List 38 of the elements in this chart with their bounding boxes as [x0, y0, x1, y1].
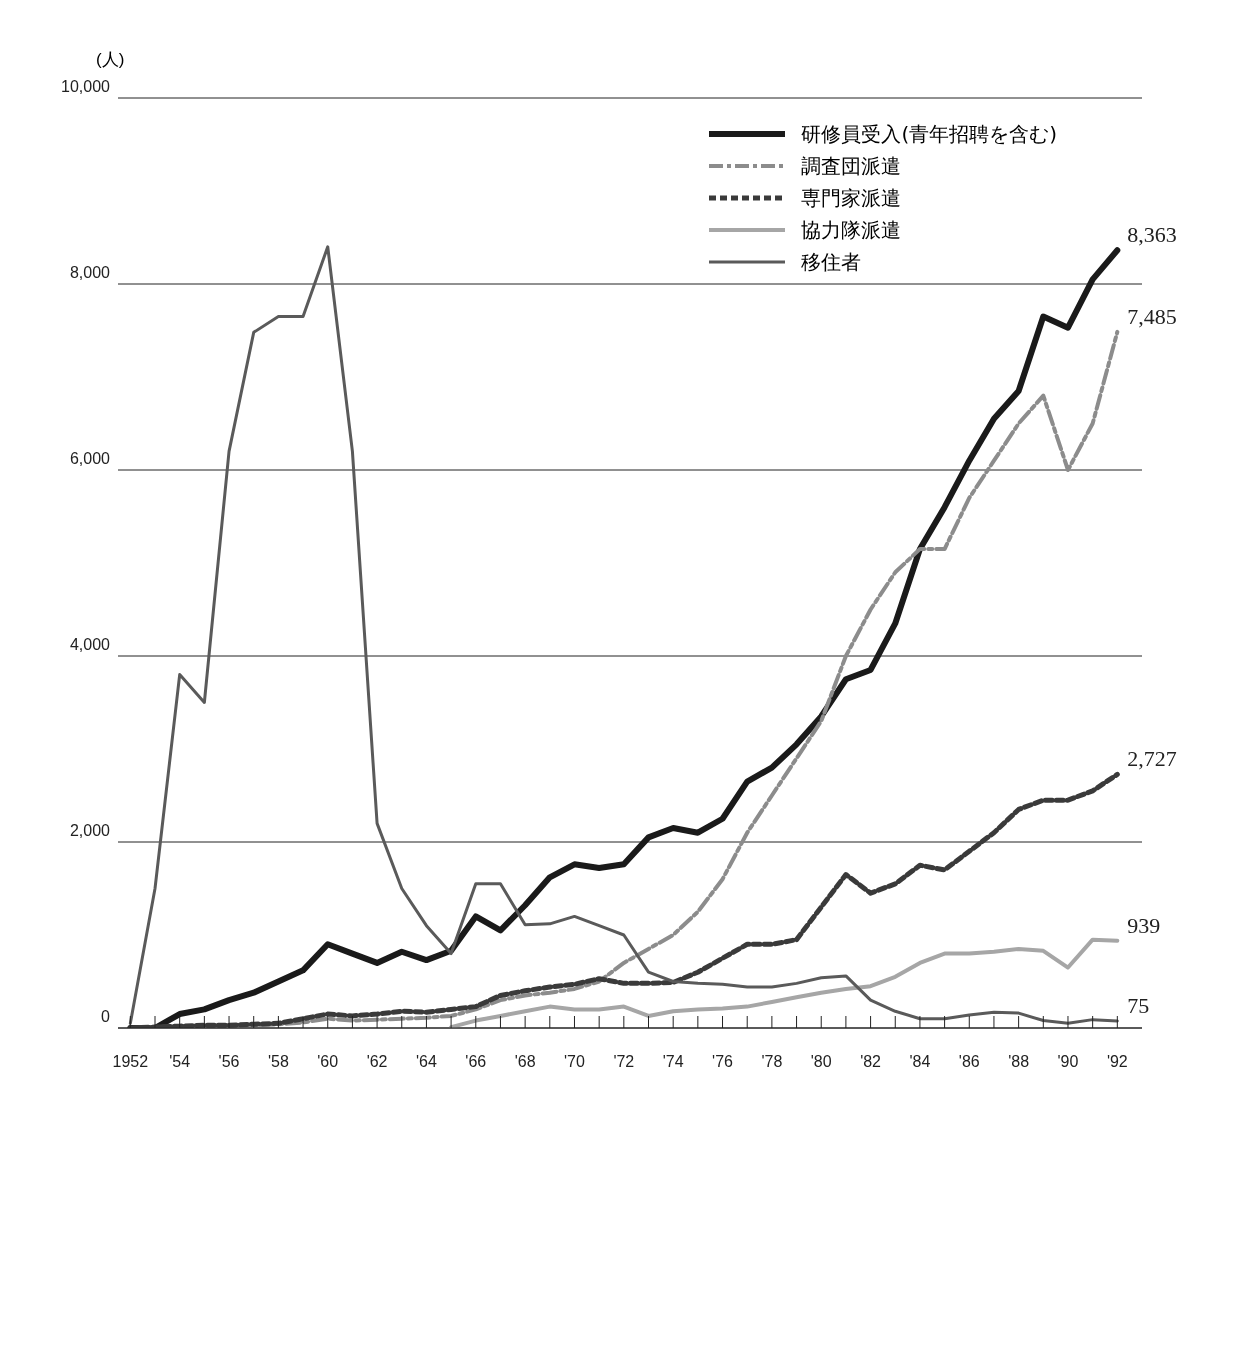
x-tick-label: '78 — [761, 1053, 783, 1071]
x-tick-label: '64 — [416, 1053, 437, 1071]
y-tick-label: 6,000 — [69, 449, 111, 467]
x-tick-label: '84 — [909, 1053, 931, 1071]
y-tick-label: 0 — [101, 1007, 111, 1025]
data-label: 7,485 — [1127, 303, 1177, 329]
legend-label: 専門家派遣 — [801, 184, 902, 212]
x-tick-label: '60 — [317, 1053, 339, 1071]
legend-label: 協力隊派遣 — [801, 216, 902, 244]
y-tick-label: 8,000 — [69, 263, 111, 281]
y-tick-label: 2,000 — [69, 821, 111, 839]
data-label: 75 — [1127, 993, 1150, 1019]
data-label: 939 — [1127, 912, 1161, 938]
x-tick-label: '70 — [564, 1053, 586, 1071]
x-tick-label: '80 — [810, 1053, 832, 1071]
x-tick-label: '90 — [1057, 1053, 1079, 1071]
x-tick-label: '56 — [218, 1053, 240, 1071]
x-tick-label: '62 — [366, 1053, 388, 1071]
x-tick-label: '54 — [169, 1053, 191, 1071]
data-label: 8,363 — [1127, 222, 1177, 248]
x-tick-label: '68 — [514, 1053, 536, 1071]
x-tick-label: '76 — [712, 1053, 734, 1071]
y-axis-title: (人) — [96, 49, 125, 71]
x-tick-label: 1952 — [112, 1053, 149, 1071]
x-tick-label: '92 — [1106, 1053, 1128, 1071]
legend-label: 研修員受入(青年招聘を含む) — [801, 120, 1057, 148]
x-tick-label: '72 — [613, 1053, 635, 1071]
x-tick-label: '74 — [662, 1053, 684, 1071]
x-tick-label: '88 — [1008, 1053, 1030, 1071]
legend-label: 調査団派遣 — [801, 152, 902, 180]
y-tick-label: 10,000 — [61, 77, 111, 95]
x-tick-label: '66 — [465, 1053, 487, 1071]
data-label: 2,727 — [1127, 746, 1177, 772]
legend-label: 移住者 — [801, 248, 862, 276]
y-tick-label: 4,000 — [69, 635, 111, 653]
x-tick-label: '58 — [267, 1053, 289, 1071]
x-tick-label: '86 — [958, 1053, 980, 1071]
x-tick-label: '82 — [860, 1053, 882, 1071]
